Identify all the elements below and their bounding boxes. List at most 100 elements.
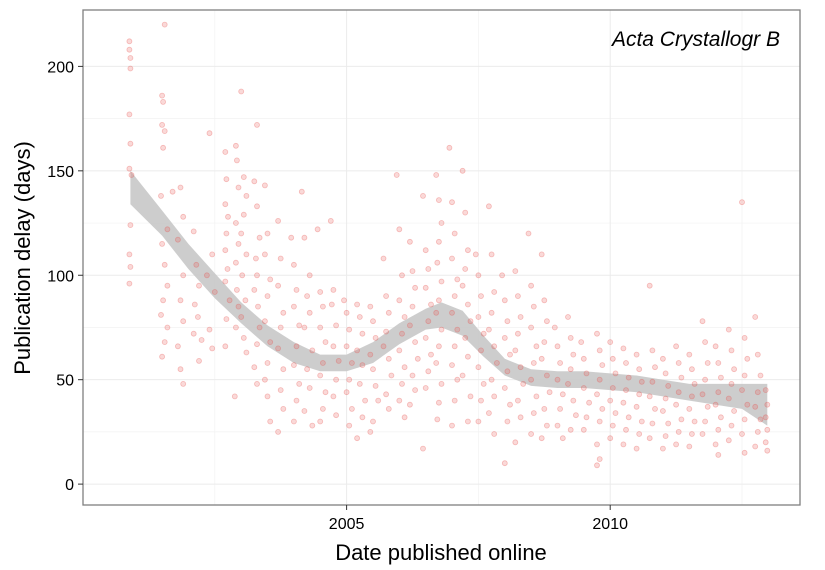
data-point [385, 355, 392, 362]
data-point [409, 268, 416, 275]
data-point [301, 408, 308, 414]
data-point [739, 431, 745, 437]
data-point [433, 309, 440, 316]
data-point [317, 289, 324, 295]
data-point [223, 176, 230, 183]
data-point [715, 360, 722, 366]
data-point [275, 282, 282, 289]
data-point [428, 301, 434, 308]
data-point [161, 128, 168, 135]
data-point [449, 255, 455, 262]
data-point [762, 387, 769, 394]
data-point [689, 393, 695, 400]
data-point [333, 322, 340, 329]
data-point [718, 414, 724, 421]
data-point [356, 314, 363, 320]
data-point [673, 401, 679, 408]
data-point [159, 122, 166, 128]
data-point [372, 382, 379, 389]
data-point [304, 366, 311, 373]
data-point [638, 418, 645, 425]
data-point [177, 366, 184, 373]
data-point [636, 431, 643, 437]
data-point [609, 422, 616, 429]
data-point [399, 272, 405, 279]
data-point [180, 380, 187, 387]
data-point [232, 220, 239, 226]
data-point [177, 297, 184, 304]
data-point [380, 343, 387, 350]
x-tick-label: 2005 [329, 516, 365, 533]
data-point [309, 422, 316, 429]
x-tick-label: 2010 [592, 516, 628, 533]
data-point [434, 416, 441, 423]
data-point [449, 362, 455, 369]
data-point [223, 230, 230, 237]
plot-frame [82, 9, 801, 506]
data-point [623, 387, 629, 394]
data-point [636, 366, 643, 373]
data-point [530, 410, 537, 417]
data-point [578, 339, 585, 346]
data-point [317, 372, 324, 379]
data-point [261, 318, 268, 325]
data-point [264, 360, 271, 366]
data-point [372, 334, 379, 341]
data-point [517, 414, 524, 421]
data-point [290, 362, 297, 369]
data-point [314, 226, 321, 233]
data-point [425, 318, 432, 325]
data-point [649, 347, 656, 354]
data-point [385, 405, 392, 412]
data-point [196, 282, 202, 289]
data-point [741, 416, 748, 423]
data-point [731, 366, 737, 373]
data-point [557, 360, 563, 366]
data-point [446, 144, 453, 151]
data-point [612, 370, 619, 377]
data-point [267, 339, 274, 346]
data-point [428, 351, 434, 358]
data-point [126, 46, 133, 53]
data-point [583, 370, 590, 377]
data-point [406, 401, 413, 408]
data-point [515, 293, 521, 300]
data-point [425, 266, 432, 272]
data-point [515, 330, 521, 337]
data-point [451, 230, 458, 237]
data-point [225, 213, 231, 220]
data-point [412, 339, 419, 346]
data-point [475, 364, 482, 371]
data-point [406, 238, 413, 245]
data-point [159, 240, 166, 247]
data-point [744, 355, 751, 362]
data-point [433, 360, 440, 366]
data-point [330, 286, 337, 293]
data-point [261, 376, 268, 383]
data-point [264, 230, 271, 237]
data-point [554, 343, 561, 350]
data-point [451, 397, 458, 404]
data-point [475, 314, 482, 320]
data-point [222, 201, 229, 208]
data-point [501, 334, 508, 341]
data-point [530, 360, 537, 366]
data-point [678, 416, 685, 423]
data-point [512, 439, 519, 446]
data-point [702, 418, 708, 425]
data-point [565, 380, 571, 387]
data-point [464, 353, 471, 360]
data-point [741, 372, 748, 379]
data-point [712, 401, 719, 408]
data-point [328, 301, 335, 308]
data-point [296, 380, 303, 387]
data-point [238, 230, 245, 237]
data-point [464, 247, 471, 254]
data-point [449, 199, 455, 206]
data-point [528, 282, 534, 289]
data-point [517, 364, 524, 371]
data-point [367, 428, 374, 435]
data-point [699, 431, 706, 437]
data-point [396, 347, 403, 354]
